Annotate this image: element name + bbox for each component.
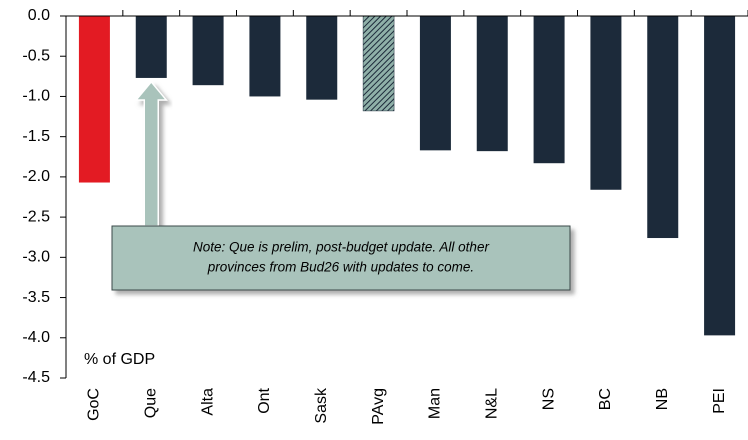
annotation-text: Note: Que is prelim, post-budget update.…: [193, 240, 489, 255]
y-tick-label: -2.0: [22, 168, 50, 185]
y-tick-label: -1.5: [22, 128, 50, 145]
y-tick-label: 0.0: [28, 7, 50, 24]
y-tick-label: -2.5: [22, 208, 50, 225]
x-tick-label: Ont: [256, 387, 273, 413]
bar: [533, 16, 565, 164]
annotation-arrow: [134, 80, 168, 227]
x-tick-label: Alta: [199, 388, 216, 416]
bar: [647, 16, 679, 239]
x-tick-label: Sask: [313, 387, 330, 424]
y-axis-label: % of GDP: [84, 351, 155, 368]
y-tick-label: -3.5: [22, 289, 50, 306]
y-tick-label: -0.5: [22, 47, 50, 64]
annotation-box: [111, 225, 571, 291]
x-tick-label: NS: [540, 388, 557, 410]
bar: [192, 16, 224, 86]
x-tick-label: BC: [597, 388, 614, 410]
bar: [704, 16, 736, 336]
bar: [78, 16, 110, 183]
bar: [476, 16, 508, 152]
bar: [306, 16, 338, 100]
bar: [249, 16, 281, 97]
x-tick-label: Que: [142, 388, 159, 418]
x-tick-label: PAvg: [370, 388, 387, 425]
y-tick-label: -3.0: [22, 249, 50, 266]
annotation-text: provinces from Bud26 with updates to com…: [207, 260, 474, 275]
bar: [590, 16, 622, 190]
x-tick-label: N&L: [483, 388, 500, 419]
y-tick-label: -4.0: [22, 329, 50, 346]
y-tick-label: -4.5: [22, 369, 50, 386]
x-tick-label: GoC: [86, 388, 103, 421]
y-tick-label: -1.0: [22, 88, 50, 105]
bar: [362, 15, 395, 112]
x-tick-label: PEI: [711, 388, 728, 414]
bar: [419, 16, 451, 151]
x-tick-label: NB: [654, 388, 671, 410]
x-tick-label: Man: [427, 388, 444, 419]
bar: [135, 16, 167, 78]
